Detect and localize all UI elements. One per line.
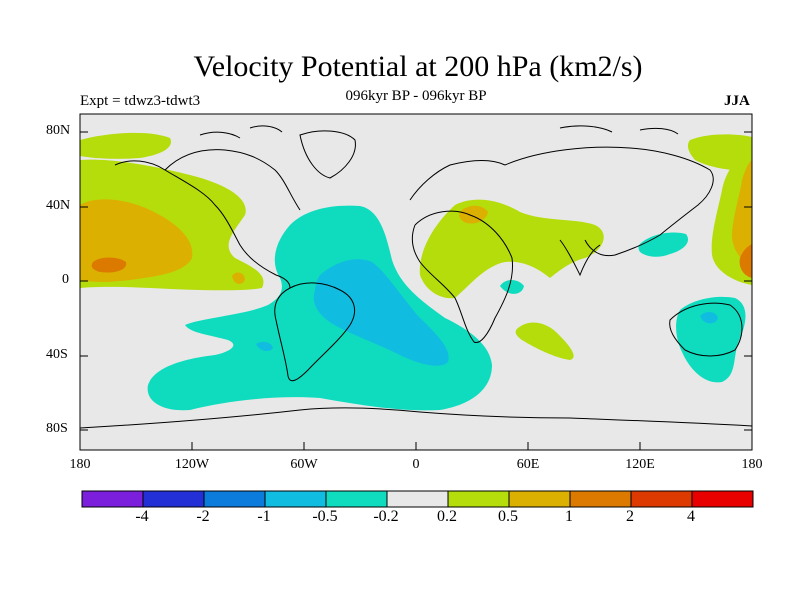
colorbar-label: 2 (626, 508, 634, 525)
coastlines (80, 125, 752, 429)
lat-label-80s: 80S (46, 421, 68, 436)
coast-africa (411, 210, 514, 344)
coast-north-america-north (164, 149, 301, 211)
map-plot-area (80, 114, 752, 450)
indian-ocean-neg-small (500, 280, 524, 294)
lon-label-180-left: 180 (69, 457, 91, 472)
africa-asia-positive-region (419, 199, 604, 299)
colorbar-box (691, 490, 754, 508)
latitude-ticks (80, 131, 752, 431)
longitude-ticks (79, 442, 753, 450)
lon-label-60w: 60W (290, 457, 318, 472)
colorbar-box (81, 490, 144, 508)
colorbar-label: 0.5 (498, 508, 518, 525)
southeast-asia-negative-region (638, 232, 689, 257)
colorbar-label: -0.5 (312, 508, 338, 525)
colorbar-label: -0.2 (373, 508, 399, 525)
coast-australia (669, 302, 743, 357)
colorbar-box (203, 490, 266, 508)
coast-india (559, 239, 601, 277)
map-subtitle: 096kyr BP - 096kyr BP (345, 88, 487, 104)
australia-negative-region (676, 296, 746, 383)
pacific-small-mid (232, 272, 245, 284)
coast-arctic-islands (199, 125, 679, 139)
colorbar-box (142, 490, 205, 508)
season-label: JJA (724, 93, 750, 109)
colorbar-box (630, 490, 693, 508)
colorbar-label: -4 (135, 508, 149, 525)
coast-south-america (274, 282, 356, 382)
colorbar-box (508, 490, 571, 508)
map-title: Velocity Potential at 200 hPa (km2/s) (193, 50, 643, 83)
pacific-strong-region (91, 257, 127, 273)
colorbar-label: -2 (196, 508, 210, 525)
coast-europe (409, 160, 506, 201)
lat-label-0: 0 (62, 272, 69, 287)
lon-label-120w: 120W (174, 457, 210, 472)
east-pacific-strong-region (739, 244, 752, 278)
lat-label-40n: 40N (46, 198, 71, 213)
lon-label-60e: 60E (516, 457, 540, 472)
coast-asia (504, 146, 714, 257)
lon-label-120e: 120E (625, 457, 655, 472)
africa-asia-mid-region (459, 205, 488, 224)
lat-label-40s: 40S (46, 347, 68, 362)
colorbar-label: 1 (565, 508, 573, 525)
coast-greenland (299, 130, 356, 179)
coast-antarctica (80, 407, 752, 429)
colorbar-box (447, 490, 510, 508)
south-atlantic-small-neg (256, 341, 273, 352)
coast-north-america (114, 160, 291, 289)
colorbar-box (325, 490, 388, 508)
indian-ocean-positive-region (515, 322, 574, 360)
colorbar (81, 490, 754, 508)
colorbar-box (569, 490, 632, 508)
atlantic-negative-mid (313, 259, 449, 366)
experiment-label: Expt = tdwz3-tdwt3 (80, 93, 201, 109)
colorbar-label: 4 (687, 508, 695, 525)
colorbar-box (386, 490, 449, 508)
colorbar-label: -1 (257, 508, 271, 525)
lat-label-80n: 80N (46, 123, 71, 138)
colorbar-box (264, 490, 327, 508)
east-pacific-mid-region (732, 160, 752, 265)
lon-label-180-right: 180 (741, 457, 763, 472)
australia-negative-mid (700, 312, 718, 324)
lon-label-0: 0 (412, 457, 420, 472)
arctic-positive-region (80, 132, 171, 159)
colorbar-label: 0.2 (437, 508, 457, 525)
